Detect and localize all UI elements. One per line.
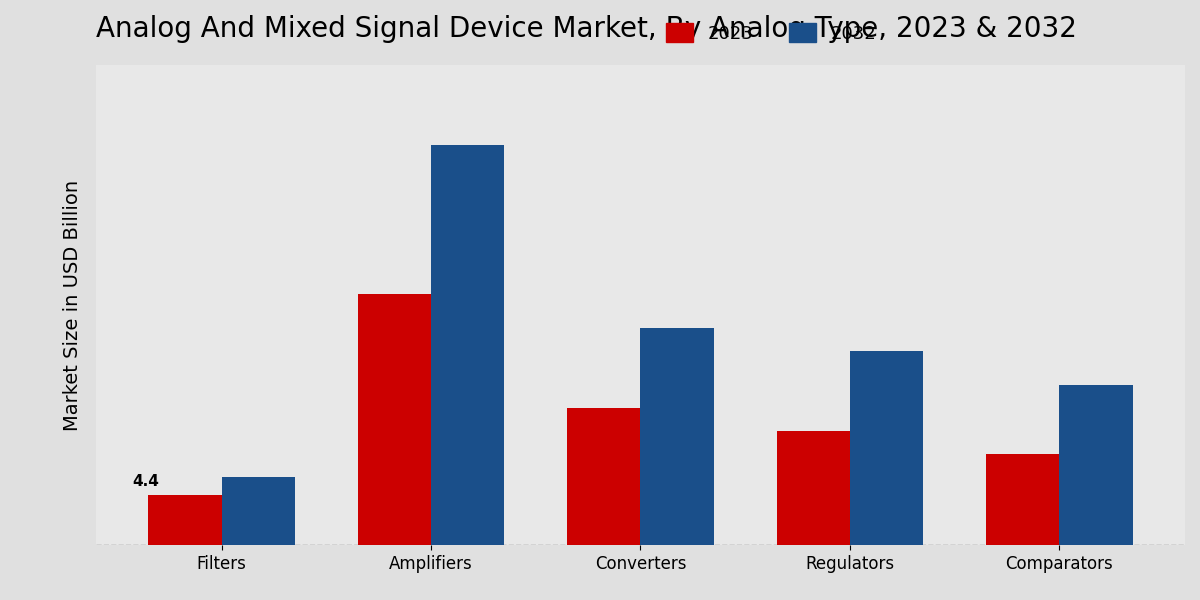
Bar [358, 293, 431, 545]
Bar [850, 351, 923, 545]
Y-axis label: Market Size in USD Billion: Market Size in USD Billion [62, 179, 82, 431]
Bar [222, 476, 295, 545]
Bar [1060, 385, 1133, 545]
Bar [149, 495, 222, 545]
Text: Analog And Mixed Signal Device Market, By Analog Type, 2023 & 2032: Analog And Mixed Signal Device Market, B… [96, 15, 1076, 43]
Bar [568, 408, 641, 545]
Text: 4.4: 4.4 [132, 474, 160, 489]
Bar [986, 454, 1060, 545]
Bar [776, 431, 850, 545]
Bar [641, 328, 714, 545]
Bar [431, 145, 504, 545]
Legend: 2023, 2032: 2023, 2032 [659, 16, 883, 50]
